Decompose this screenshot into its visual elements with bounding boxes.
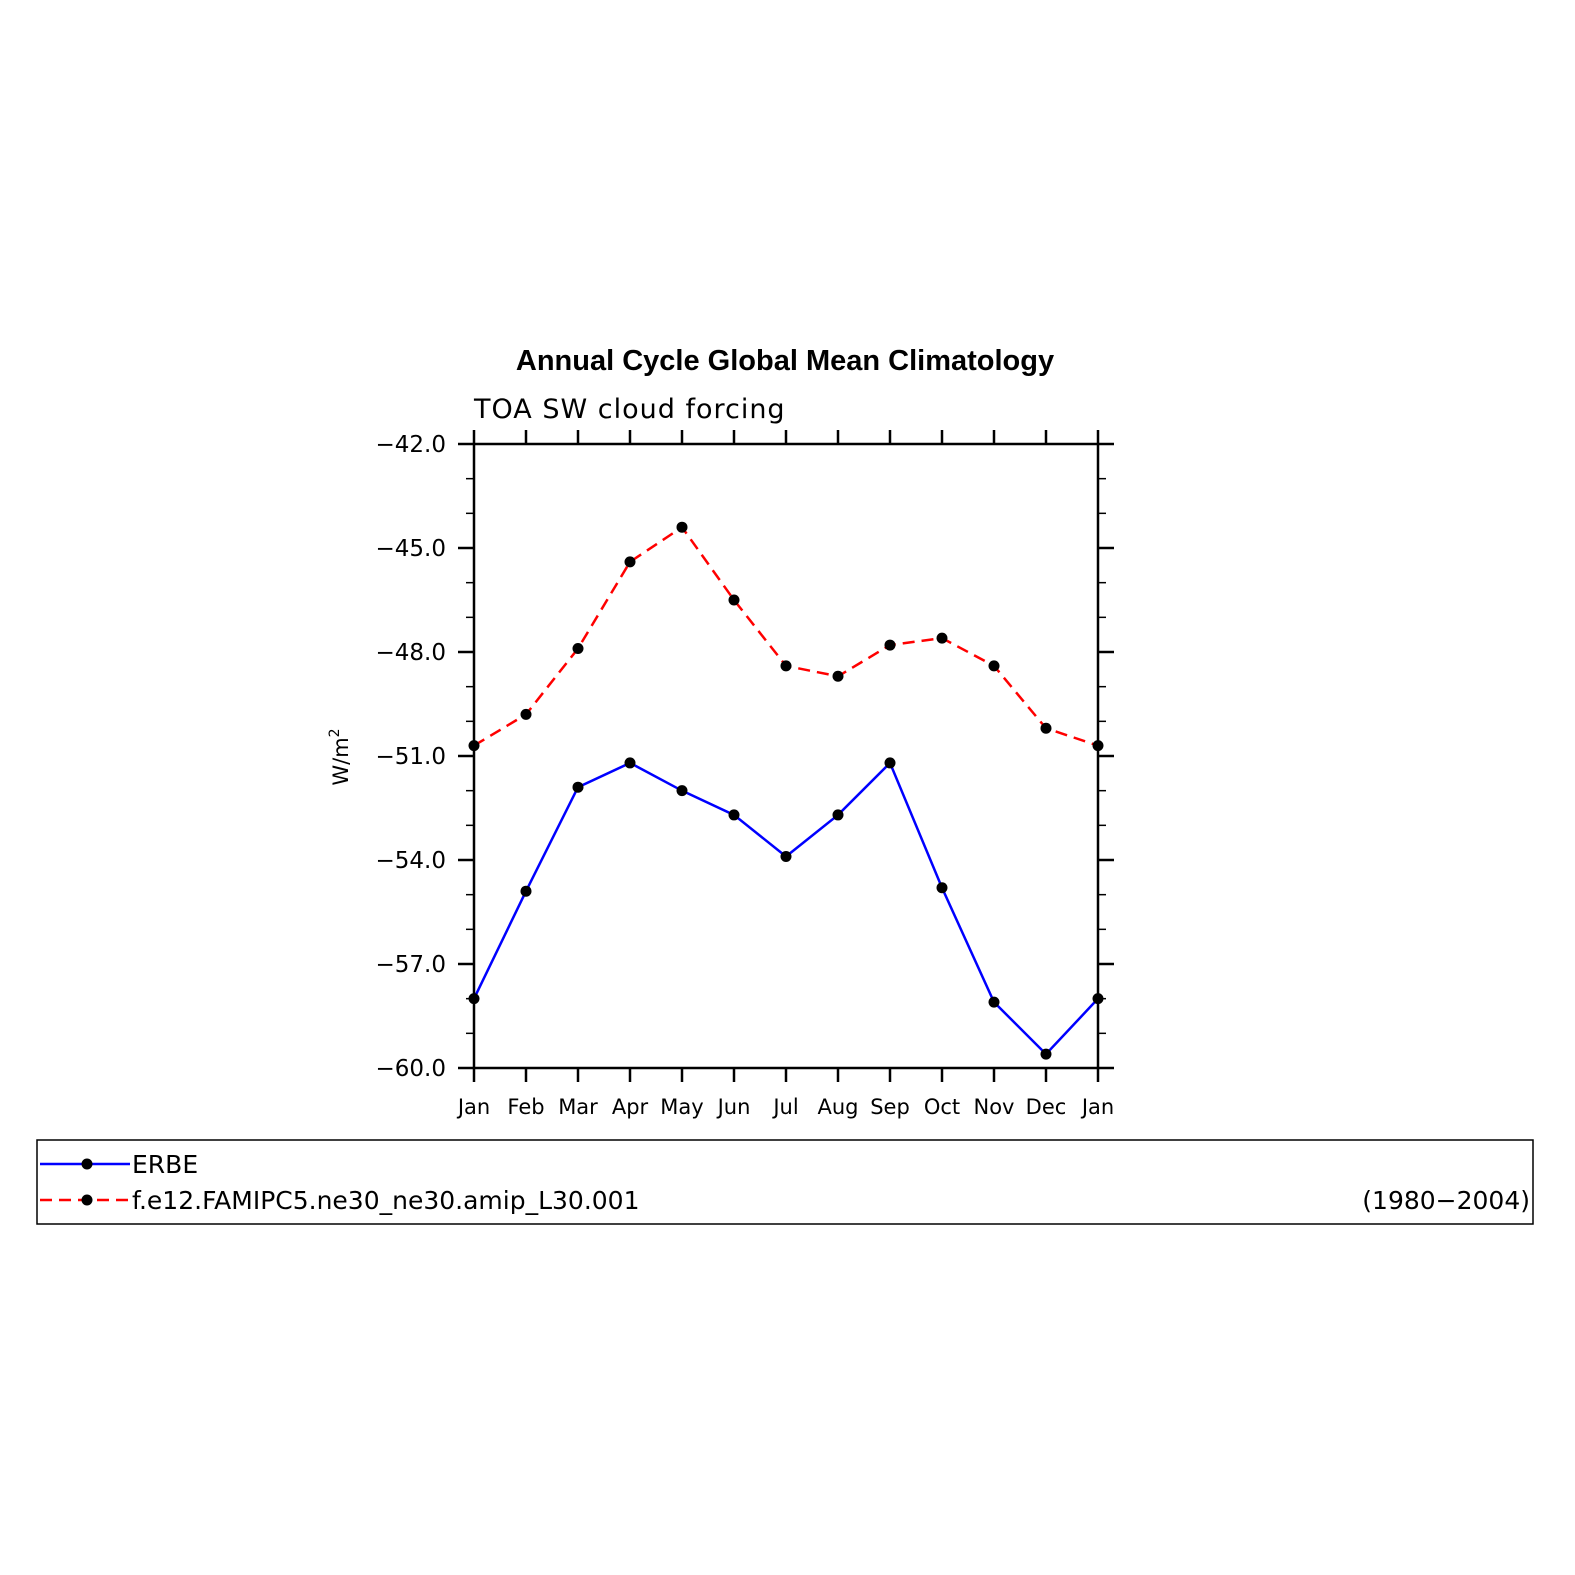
data-point xyxy=(988,660,1000,672)
data-point xyxy=(520,708,532,720)
chart-title: Annual Cycle Global Mean Climatology xyxy=(516,345,1054,377)
y-tick-label: −54.0 xyxy=(376,848,446,874)
data-point xyxy=(884,757,896,769)
x-tick-label: Mar xyxy=(558,1095,598,1119)
y-tick-label: −51.0 xyxy=(376,744,446,770)
x-tick-label: Jul xyxy=(771,1095,798,1119)
data-point xyxy=(780,851,792,863)
x-tick-label: Nov xyxy=(974,1095,1015,1119)
data-point xyxy=(832,670,844,682)
legend-label: f.e12.FAMIPC5.ne30_ne30.amip_L30.001 xyxy=(132,1186,640,1215)
series-line-0 xyxy=(472,760,1099,1056)
x-tick-label: Dec xyxy=(1026,1095,1067,1119)
x-tick-label: Feb xyxy=(507,1095,544,1119)
plot-frame xyxy=(472,442,1100,1070)
y-tick-label: −60.0 xyxy=(376,1056,446,1082)
legend-label: ERBE xyxy=(132,1150,198,1179)
data-point xyxy=(676,521,688,533)
data-point xyxy=(572,643,584,655)
data-point xyxy=(624,556,636,568)
series-line-1 xyxy=(473,525,1099,747)
x-tick-label: Jan xyxy=(456,1095,490,1119)
series-layer xyxy=(468,521,1104,1060)
legend-marker xyxy=(81,1194,93,1206)
y-axis-label: W/m2 xyxy=(327,728,353,785)
chart-subtitle: TOA SW cloud forcing xyxy=(473,394,786,425)
y-axis-label-base: W/m xyxy=(329,737,353,785)
axis-ticks: Jan Feb Mar Apr May Jun Jul Aug Sep Oct Nov Dec Jan−… xyxy=(376,430,1114,1119)
y-tick-label: −42.0 xyxy=(376,432,446,458)
x-tick-label: Apr xyxy=(612,1095,649,1119)
data-point xyxy=(728,809,740,821)
data-point xyxy=(1040,722,1052,734)
data-point xyxy=(572,781,584,793)
y-tick-label: −57.0 xyxy=(376,952,446,978)
data-point xyxy=(624,757,636,769)
data-point xyxy=(936,632,948,644)
y-tick-label: −45.0 xyxy=(376,536,446,562)
legend: ERBE f.e12.FAMIPC5.ne30_ne30.amip_L30.001… xyxy=(36,1139,1534,1225)
data-point xyxy=(988,996,1000,1008)
data-point xyxy=(520,885,532,897)
legend-marker xyxy=(81,1158,93,1170)
x-tick-label: May xyxy=(660,1095,703,1119)
data-point xyxy=(936,882,948,894)
data-point xyxy=(1040,1048,1052,1060)
y-axis-label-sup: 2 xyxy=(327,728,343,737)
legend-box xyxy=(36,1139,1534,1225)
y-tick-label: −48.0 xyxy=(376,640,446,666)
data-point xyxy=(676,785,688,797)
data-point xyxy=(884,639,896,651)
x-tick-label: Sep xyxy=(870,1095,910,1119)
x-tick-label: Aug xyxy=(817,1095,858,1119)
data-point xyxy=(832,809,844,821)
data-point xyxy=(728,594,740,606)
legend-period-note: (1980−2004) xyxy=(1362,1186,1530,1215)
x-tick-label: Oct xyxy=(924,1095,960,1119)
data-point xyxy=(780,660,792,672)
x-tick-label: Jan xyxy=(1080,1095,1114,1119)
x-tick-label: Jun xyxy=(716,1095,751,1119)
